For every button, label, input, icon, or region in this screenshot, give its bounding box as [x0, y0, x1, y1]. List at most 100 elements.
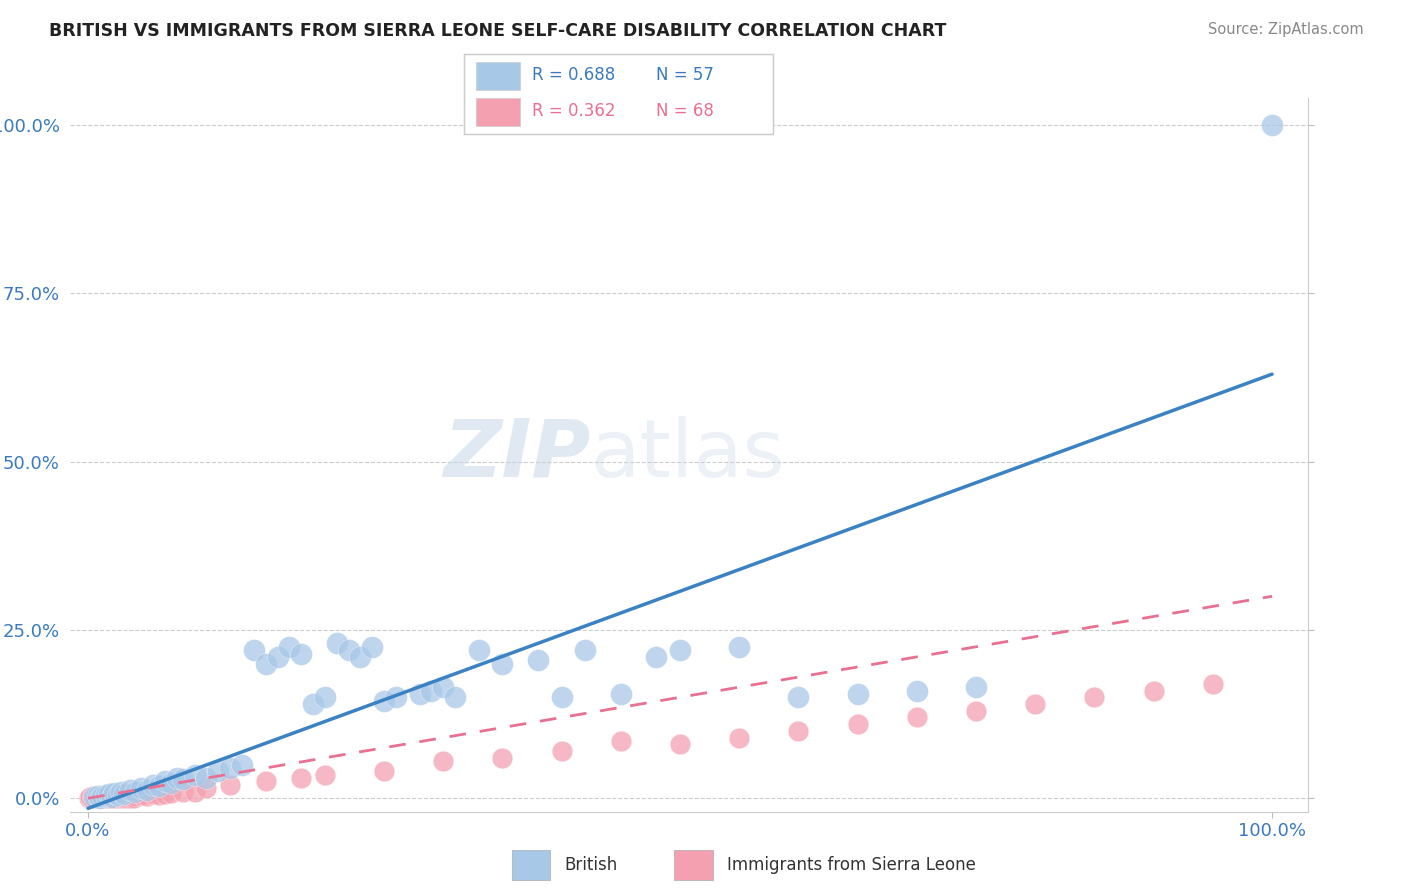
- Text: British: British: [564, 856, 617, 874]
- Point: [89, 789, 111, 804]
- Point: [1143, 683, 1166, 698]
- Text: N = 57: N = 57: [655, 66, 714, 84]
- Point: [1202, 677, 1225, 691]
- Point: [905, 683, 928, 698]
- Point: [136, 789, 159, 803]
- Point: [183, 767, 205, 781]
- Point: [1024, 697, 1046, 711]
- Point: [491, 657, 513, 671]
- Point: [491, 751, 513, 765]
- Point: [787, 723, 810, 738]
- Point: [86, 789, 108, 804]
- Point: [131, 788, 153, 802]
- Point: [243, 643, 266, 657]
- Point: [610, 687, 633, 701]
- Point: [361, 640, 384, 654]
- Point: [231, 757, 253, 772]
- Point: [86, 789, 108, 804]
- Text: R = 0.362: R = 0.362: [531, 103, 616, 120]
- Point: [122, 790, 145, 805]
- Point: [1083, 690, 1105, 705]
- Point: [728, 640, 751, 654]
- Point: [219, 761, 242, 775]
- FancyBboxPatch shape: [477, 62, 520, 90]
- Point: [153, 787, 176, 801]
- Point: [278, 640, 301, 654]
- Point: [103, 789, 125, 804]
- Point: [550, 690, 572, 705]
- Point: [385, 690, 408, 705]
- Point: [408, 687, 430, 701]
- Point: [105, 790, 128, 805]
- Point: [118, 789, 141, 804]
- Point: [83, 789, 105, 804]
- Point: [142, 787, 165, 801]
- Point: [94, 788, 117, 802]
- Point: [98, 790, 121, 805]
- Text: R = 0.688: R = 0.688: [531, 66, 616, 84]
- Point: [846, 717, 869, 731]
- Point: [86, 789, 108, 804]
- Point: [254, 774, 277, 789]
- Point: [373, 764, 395, 779]
- Point: [122, 789, 145, 804]
- Point: [254, 657, 277, 671]
- Point: [444, 690, 467, 705]
- Point: [290, 771, 312, 785]
- Point: [325, 636, 347, 650]
- Point: [108, 790, 131, 805]
- Point: [117, 789, 139, 804]
- Point: [314, 767, 336, 781]
- Point: [610, 734, 633, 748]
- Point: [905, 710, 928, 724]
- Point: [373, 693, 395, 707]
- Point: [160, 786, 183, 800]
- Point: [302, 697, 325, 711]
- Point: [965, 704, 987, 718]
- Point: [207, 764, 229, 779]
- Point: [82, 789, 104, 804]
- Point: [97, 789, 120, 804]
- Point: [115, 789, 138, 804]
- Point: [94, 790, 117, 805]
- Point: [183, 785, 205, 799]
- Text: Immigrants from Sierra Leone: Immigrants from Sierra Leone: [727, 856, 976, 874]
- Point: [266, 649, 288, 664]
- Point: [550, 744, 572, 758]
- Point: [111, 789, 134, 804]
- Point: [108, 789, 131, 804]
- Point: [142, 778, 165, 792]
- Point: [121, 789, 143, 804]
- Point: [100, 789, 122, 804]
- Point: [172, 784, 194, 798]
- Text: Source: ZipAtlas.com: Source: ZipAtlas.com: [1208, 22, 1364, 37]
- Point: [131, 781, 153, 796]
- Point: [112, 790, 135, 805]
- Point: [432, 680, 454, 694]
- Point: [645, 649, 668, 664]
- Point: [153, 774, 176, 789]
- Point: [468, 643, 491, 657]
- Point: [148, 788, 170, 802]
- Point: [107, 789, 129, 804]
- Point: [124, 789, 146, 804]
- Point: [846, 687, 869, 701]
- Point: [195, 771, 218, 785]
- Point: [669, 738, 692, 752]
- Point: [110, 789, 132, 804]
- Text: atlas: atlas: [591, 416, 785, 494]
- Point: [107, 788, 129, 802]
- Point: [118, 783, 141, 797]
- Point: [172, 772, 194, 787]
- FancyBboxPatch shape: [477, 98, 520, 126]
- Point: [110, 784, 132, 798]
- Point: [84, 790, 107, 805]
- Text: ZIP: ZIP: [443, 416, 591, 494]
- Point: [432, 754, 454, 768]
- Point: [103, 786, 125, 800]
- Point: [100, 789, 122, 804]
- Point: [124, 785, 146, 799]
- Point: [115, 790, 138, 805]
- Point: [1261, 118, 1284, 132]
- Point: [90, 789, 112, 804]
